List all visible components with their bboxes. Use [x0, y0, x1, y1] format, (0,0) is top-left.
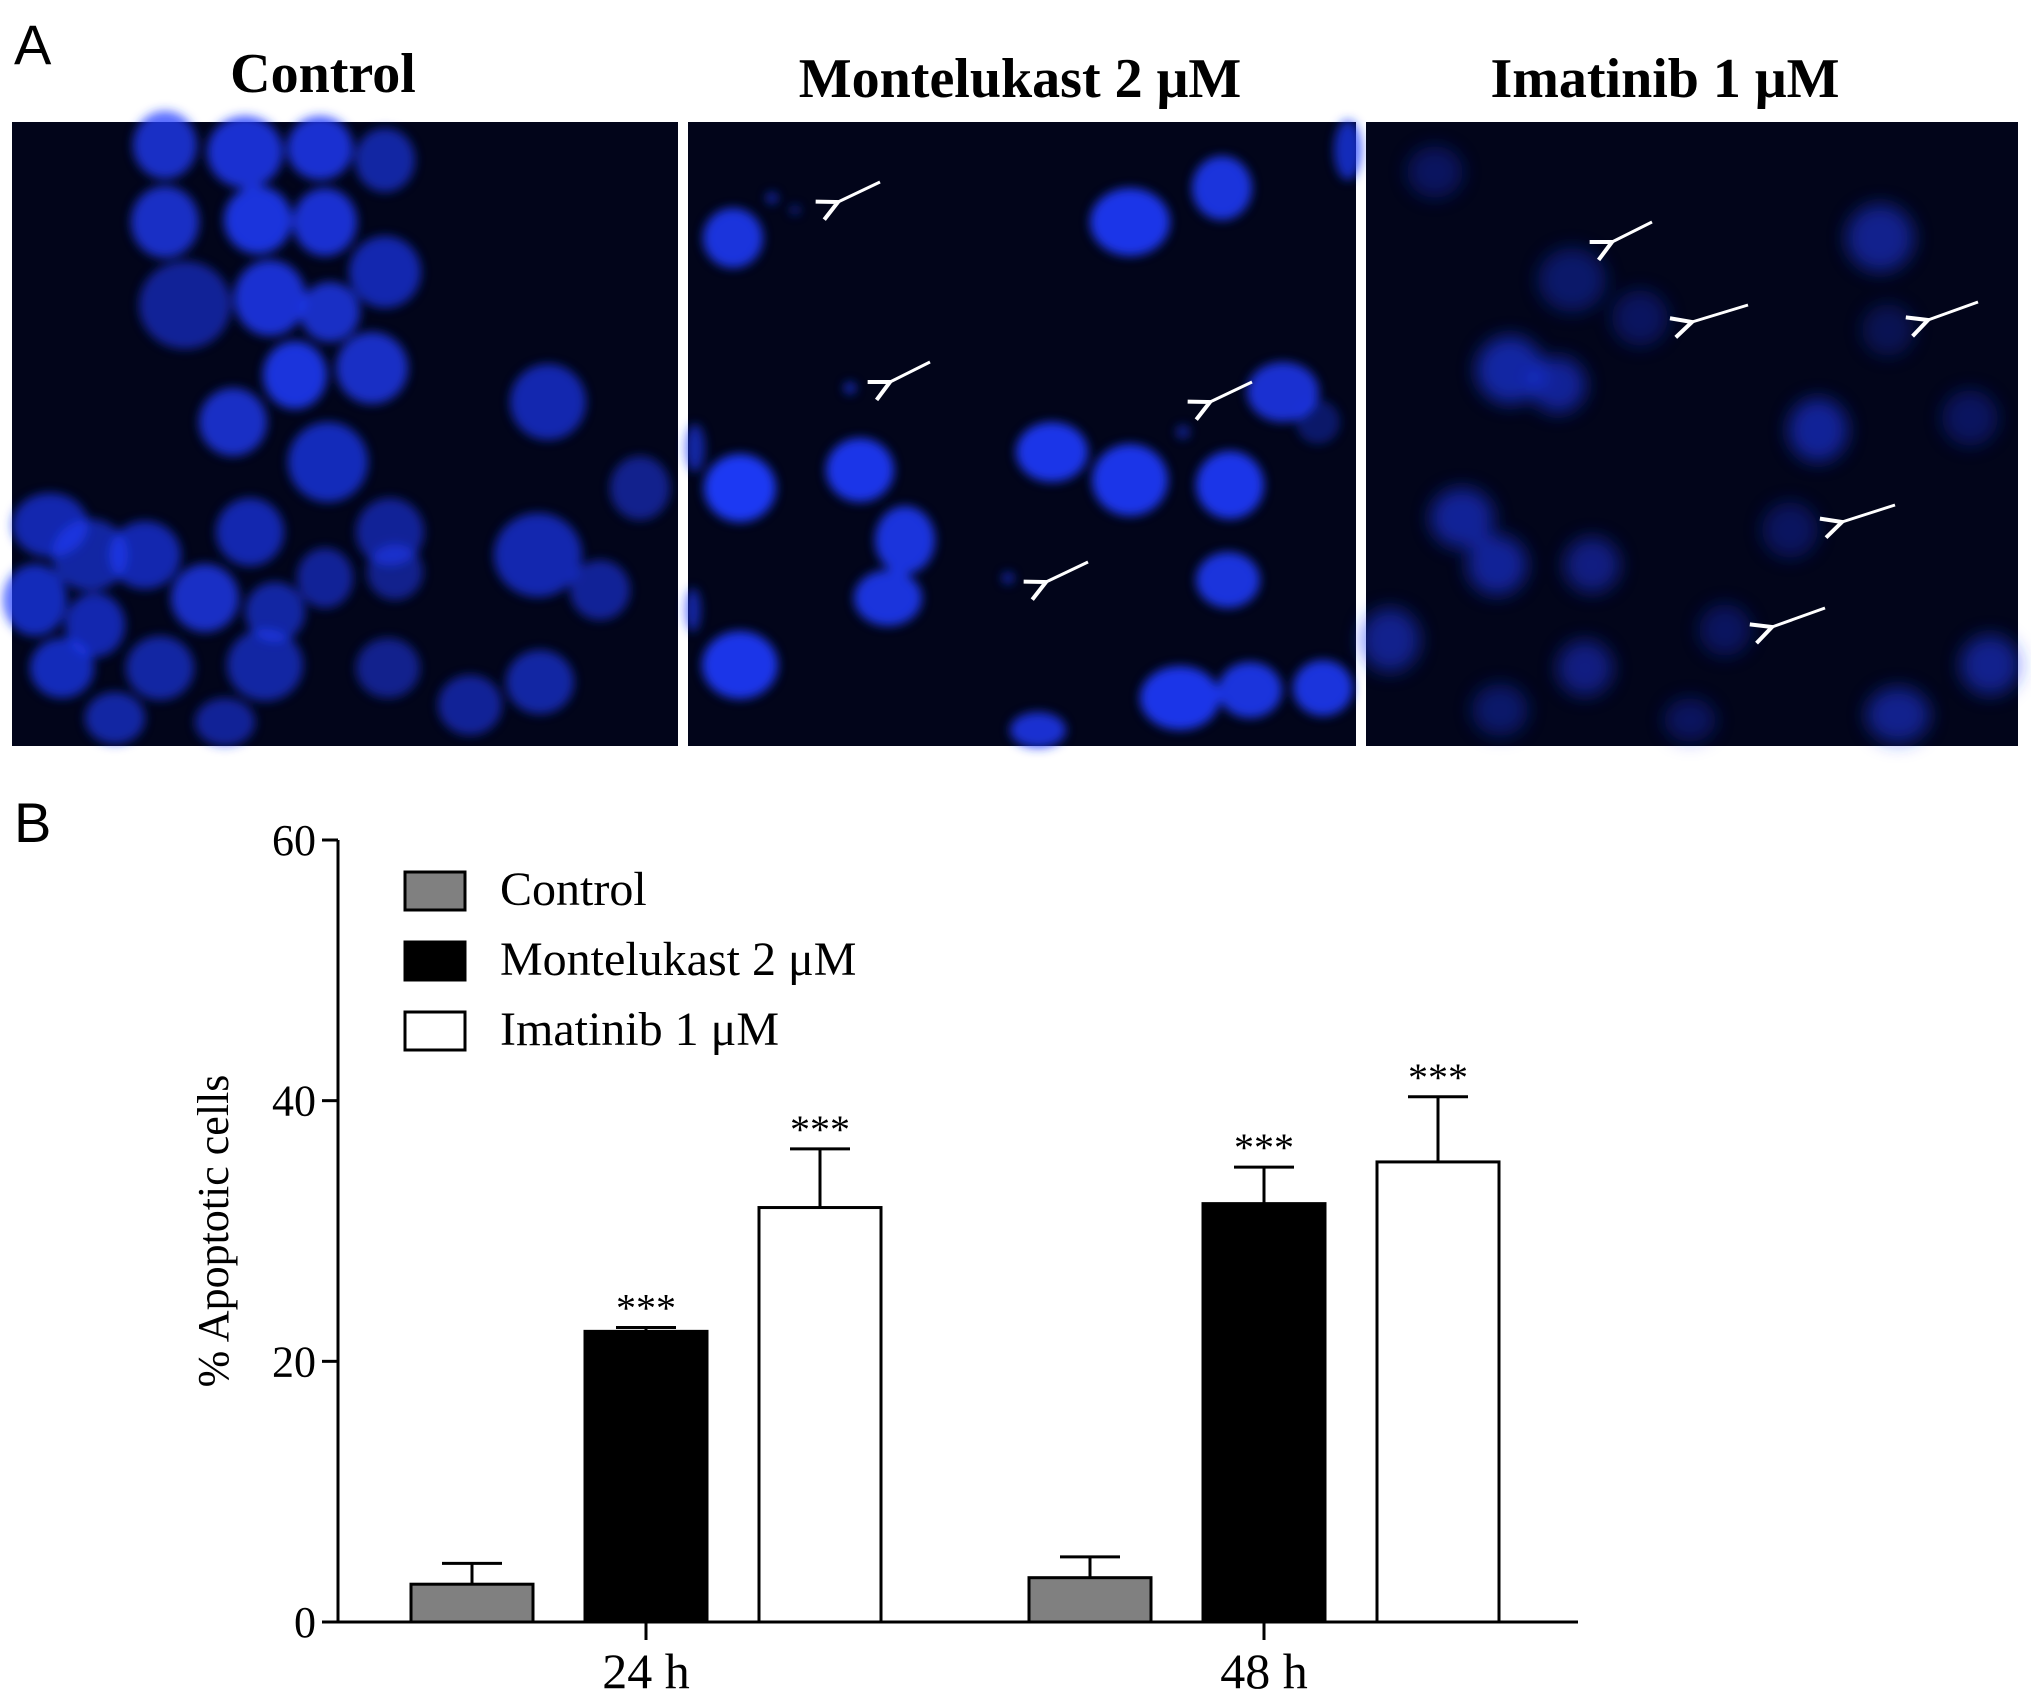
y-axis: 0 20 40 60: [272, 816, 340, 1647]
bar: [1375, 1160, 1501, 1624]
micrograph-title-imatinib: Imatinib 1 μM: [1490, 48, 1839, 110]
micrograph-control: [3, 111, 678, 746]
bar: [1201, 1202, 1327, 1624]
bar: [409, 1582, 535, 1624]
bar: [757, 1206, 883, 1624]
bar: [1027, 1576, 1153, 1624]
apoptosis-arrow: [890, 360, 931, 382]
legend-swatch: [403, 940, 467, 982]
y-tick-label: 0: [294, 1598, 316, 1647]
imatinib-nuclei: [1360, 146, 2020, 743]
apoptosis-arrow: [1772, 606, 1826, 627]
control-nuclei: [3, 111, 670, 746]
significance-label: ***: [790, 1107, 850, 1152]
significance-label: ***: [616, 1285, 676, 1330]
x-axis: 24 h 48 h: [338, 1620, 1578, 1699]
bars: *** *** *** ***: [409, 1055, 1501, 1624]
bar: [583, 1329, 709, 1624]
panel-b-letter: B: [14, 791, 51, 854]
imatinib-arrows: [1612, 220, 1979, 627]
legend-swatch: [403, 870, 467, 912]
significance-label: ***: [1234, 1125, 1294, 1170]
legend-label: Imatinib 1 μM: [500, 1003, 779, 1056]
montelukast-arrows: [838, 180, 1253, 582]
legend-swatch: [403, 1010, 467, 1052]
apoptosis-arrow: [1692, 303, 1749, 322]
y-tick-label: 60: [272, 816, 316, 865]
significance-label: ***: [1408, 1055, 1468, 1100]
y-tick-label: 20: [272, 1337, 316, 1386]
apoptosis-arrow: [838, 180, 881, 202]
montelukast-nuclei: [685, 120, 1362, 748]
y-axis-label: % Apoptotic cells: [189, 1075, 238, 1388]
legend-label: Montelukast 2 μM: [500, 933, 856, 986]
y-tick-label: 40: [272, 1077, 316, 1126]
micrograph-imatinib: [1360, 122, 2020, 746]
legend-label: Control: [500, 863, 647, 916]
apoptosis-arrow: [1612, 220, 1653, 242]
micrograph-title-montelukast: Montelukast 2 μM: [799, 48, 1241, 110]
legend: Control Montelukast 2 μM Imatinib 1 μM: [403, 863, 856, 1056]
micrograph-title-control: Control: [230, 43, 416, 105]
micrograph-montelukast: [685, 120, 1362, 748]
x-tick-label: 24 h: [602, 1643, 690, 1699]
apoptosis-arrow: [1928, 300, 1979, 320]
apoptosis-arrow: [1842, 503, 1896, 522]
apoptosis-arrow: [1210, 380, 1253, 402]
x-tick-label: 48 h: [1220, 1643, 1308, 1699]
panel-a-letter: A: [14, 13, 52, 76]
apoptosis-arrow: [1046, 560, 1089, 582]
